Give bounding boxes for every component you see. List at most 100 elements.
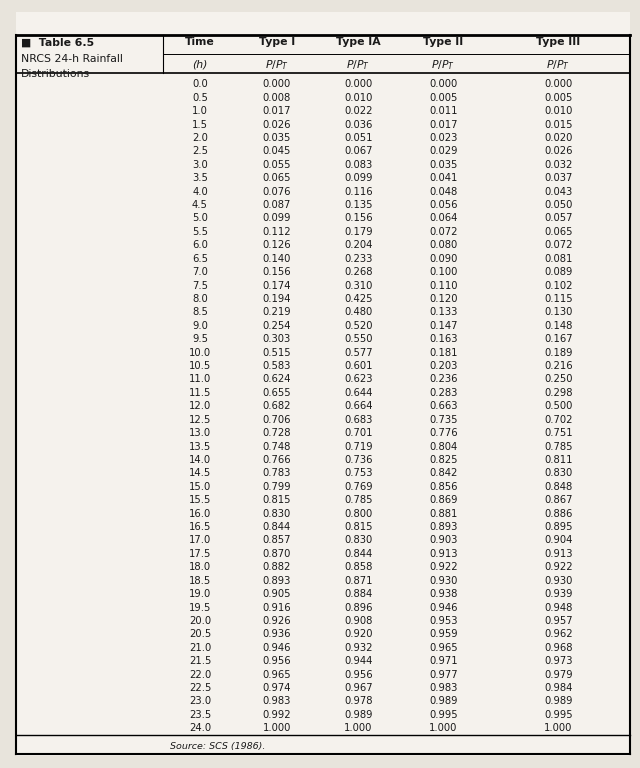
Text: 3.5: 3.5 [192, 174, 208, 184]
Text: 0.932: 0.932 [344, 643, 372, 653]
Text: 18.0: 18.0 [189, 562, 211, 572]
Text: 0.000: 0.000 [344, 79, 372, 89]
Text: 0.189: 0.189 [544, 348, 573, 358]
Text: 0.126: 0.126 [262, 240, 291, 250]
Text: 0.908: 0.908 [344, 616, 372, 626]
Text: $P/P_T$: $P/P_T$ [547, 58, 570, 71]
Text: 0.179: 0.179 [344, 227, 372, 237]
Text: 0.957: 0.957 [544, 616, 573, 626]
Text: 0.624: 0.624 [262, 375, 291, 385]
Text: 0.956: 0.956 [344, 670, 372, 680]
Text: 0.946: 0.946 [262, 643, 291, 653]
Text: 13.5: 13.5 [189, 442, 211, 452]
Text: 0.936: 0.936 [262, 629, 291, 639]
Text: Time: Time [185, 37, 215, 47]
Text: 0.194: 0.194 [262, 294, 291, 304]
Text: 1.000: 1.000 [544, 723, 573, 733]
Text: 0.050: 0.050 [544, 200, 573, 210]
Text: 0.913: 0.913 [429, 549, 458, 559]
Text: 0.083: 0.083 [344, 160, 372, 170]
Text: 0.219: 0.219 [262, 307, 291, 317]
Text: 0.785: 0.785 [344, 495, 372, 505]
Text: 0.032: 0.032 [544, 160, 573, 170]
Text: 4.5: 4.5 [192, 200, 208, 210]
Text: 0.110: 0.110 [429, 280, 458, 290]
Text: 0.102: 0.102 [544, 280, 573, 290]
Text: 0.156: 0.156 [344, 214, 372, 223]
Text: 0.022: 0.022 [344, 106, 372, 116]
Text: 0.500: 0.500 [544, 401, 573, 412]
Text: 0.830: 0.830 [262, 508, 291, 518]
Text: 0.926: 0.926 [262, 616, 291, 626]
Text: 0.015: 0.015 [544, 120, 573, 130]
Text: 0.903: 0.903 [429, 535, 458, 545]
Text: 0.008: 0.008 [262, 93, 291, 103]
Text: NRCS 24-h Rainfall: NRCS 24-h Rainfall [21, 54, 123, 64]
Text: 0.5: 0.5 [192, 93, 208, 103]
Text: 0.856: 0.856 [429, 482, 458, 492]
Text: 0.233: 0.233 [344, 253, 372, 263]
Text: 0.425: 0.425 [344, 294, 372, 304]
Text: 17.5: 17.5 [189, 549, 211, 559]
Text: 21.0: 21.0 [189, 643, 211, 653]
Text: 0.871: 0.871 [344, 576, 372, 586]
Text: 0.884: 0.884 [344, 589, 372, 599]
Text: 0.000: 0.000 [262, 79, 291, 89]
Text: 1.000: 1.000 [429, 723, 458, 733]
Text: 0.035: 0.035 [262, 133, 291, 143]
Text: 0.844: 0.844 [262, 522, 291, 532]
Text: 0.120: 0.120 [429, 294, 458, 304]
Text: 0.089: 0.089 [544, 267, 573, 277]
Text: Type IA: Type IA [336, 37, 381, 47]
Text: 0.769: 0.769 [344, 482, 372, 492]
Text: 0.043: 0.043 [544, 187, 573, 197]
Text: 0.895: 0.895 [544, 522, 573, 532]
Text: 0.867: 0.867 [544, 495, 573, 505]
Text: 0.766: 0.766 [262, 455, 291, 465]
Text: 0.830: 0.830 [344, 535, 372, 545]
Text: 0.948: 0.948 [544, 603, 573, 613]
Text: 0.719: 0.719 [344, 442, 372, 452]
Text: 13.0: 13.0 [189, 428, 211, 438]
Text: 0.848: 0.848 [544, 482, 573, 492]
Text: 0.065: 0.065 [262, 174, 291, 184]
Text: 0.045: 0.045 [262, 147, 291, 157]
Text: 0.682: 0.682 [262, 401, 291, 412]
Text: 0.515: 0.515 [262, 348, 291, 358]
Text: 7.5: 7.5 [192, 280, 208, 290]
Text: 0.683: 0.683 [344, 415, 372, 425]
Text: 0.735: 0.735 [429, 415, 458, 425]
Text: 0.036: 0.036 [344, 120, 372, 130]
Text: Type I: Type I [259, 37, 295, 47]
Text: 0.968: 0.968 [544, 643, 573, 653]
Text: 0.882: 0.882 [262, 562, 291, 572]
Text: 0.005: 0.005 [429, 93, 458, 103]
Text: 17.0: 17.0 [189, 535, 211, 545]
Text: 0.283: 0.283 [429, 388, 458, 398]
Text: 6.5: 6.5 [192, 253, 208, 263]
Text: 0.904: 0.904 [544, 535, 573, 545]
Text: 15.5: 15.5 [189, 495, 211, 505]
Text: 12.0: 12.0 [189, 401, 211, 412]
Text: 0.116: 0.116 [344, 187, 372, 197]
Text: 8.0: 8.0 [192, 294, 208, 304]
Text: 9.5: 9.5 [192, 334, 208, 344]
Text: 0.520: 0.520 [344, 321, 372, 331]
Text: 0.971: 0.971 [429, 656, 458, 666]
Text: 0.087: 0.087 [262, 200, 291, 210]
Text: 0.728: 0.728 [262, 428, 291, 438]
Text: 0.174: 0.174 [262, 280, 291, 290]
Text: 0.067: 0.067 [344, 147, 372, 157]
Text: 0.076: 0.076 [262, 187, 291, 197]
Text: 0.080: 0.080 [429, 240, 458, 250]
Text: 0.842: 0.842 [429, 468, 458, 478]
Text: 0.011: 0.011 [429, 106, 458, 116]
Text: 0.081: 0.081 [544, 253, 573, 263]
Text: 0.785: 0.785 [544, 442, 573, 452]
Text: 10.5: 10.5 [189, 361, 211, 371]
Text: 0.983: 0.983 [262, 697, 291, 707]
Text: 19.5: 19.5 [189, 603, 211, 613]
Text: 18.5: 18.5 [189, 576, 211, 586]
Text: 4.0: 4.0 [192, 187, 208, 197]
Text: 0.250: 0.250 [544, 375, 573, 385]
